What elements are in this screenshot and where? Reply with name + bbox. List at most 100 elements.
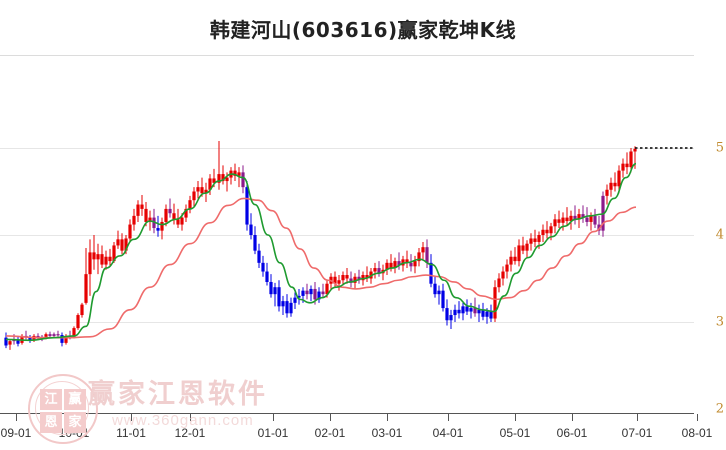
candle-body — [221, 174, 225, 182]
candle-body — [120, 239, 124, 251]
candle-body — [168, 208, 172, 214]
candle-body — [241, 172, 245, 188]
candle-body — [433, 283, 437, 295]
candle-body — [184, 208, 188, 218]
candle-body — [180, 217, 184, 225]
candle-body — [309, 288, 313, 295]
candle-body — [453, 309, 457, 316]
candle-body — [605, 189, 609, 196]
gridline-4 — [0, 235, 694, 236]
candle-body — [325, 283, 329, 295]
candle-body — [545, 229, 549, 234]
candle-body — [156, 228, 160, 231]
candle-body — [172, 213, 176, 220]
candle-body — [277, 287, 281, 307]
candle-body — [80, 304, 84, 316]
candle-body — [313, 288, 317, 300]
x-tick-mark-12-01 — [190, 414, 191, 421]
candle-body — [112, 245, 116, 262]
candle-body — [200, 187, 204, 194]
candle-body — [541, 229, 545, 235]
candle-body — [160, 221, 164, 231]
x-tick-mark-11-01 — [131, 414, 132, 421]
x-axis-line — [0, 413, 694, 414]
candle-body — [533, 238, 537, 242]
candle-body — [225, 177, 229, 182]
candle-body — [88, 252, 92, 275]
x-tick-label-09-01: 09-01 — [0, 426, 32, 440]
candle-body — [561, 217, 565, 223]
chart-plot-area[interactable] — [0, 55, 694, 413]
candle-body — [349, 278, 353, 283]
candle-body — [477, 309, 481, 314]
gridline-5 — [0, 148, 694, 149]
candle-body — [301, 290, 305, 296]
candle-body — [361, 275, 365, 281]
candle-body — [469, 308, 473, 312]
candle-body — [577, 214, 581, 220]
x-tick-mark-04-01 — [448, 414, 449, 421]
candle-body — [8, 341, 12, 345]
candle-body — [217, 174, 221, 183]
candle-body — [449, 315, 453, 321]
candle-body — [152, 217, 156, 229]
candle-body — [16, 339, 20, 344]
candle-body — [581, 214, 585, 218]
candle-body — [353, 276, 357, 283]
candle-body — [4, 337, 8, 346]
candle-body — [345, 275, 349, 279]
candle-body — [473, 308, 477, 314]
candle-body — [501, 271, 505, 279]
candle-body — [104, 256, 108, 265]
candlestick-canvas — [4, 141, 694, 350]
x-tick-label-06-01: 06-01 — [556, 426, 588, 440]
candle-body — [108, 256, 112, 262]
candle-body — [144, 208, 148, 222]
x-tick-label-08-01: 08-01 — [681, 426, 713, 440]
candle-body — [437, 290, 441, 295]
candle-body — [72, 328, 76, 337]
candle-body — [321, 291, 325, 295]
candle-body — [337, 280, 341, 284]
y-tick-label-5: 5 — [715, 140, 724, 156]
candle-body — [557, 219, 561, 223]
candle-body — [188, 200, 192, 209]
x-tick-mark-02-01 — [330, 414, 331, 421]
gridline-3 — [0, 322, 694, 323]
candle-body — [629, 151, 633, 168]
candle-body — [593, 215, 597, 225]
candle-body — [633, 148, 637, 152]
candle-body — [92, 252, 96, 260]
candle-body — [429, 262, 433, 284]
candle-body — [317, 291, 321, 300]
plot-top-border — [0, 55, 694, 56]
candle-body — [176, 219, 180, 225]
candle-body — [273, 287, 277, 295]
candle-body — [100, 254, 104, 265]
candle-body — [60, 335, 64, 343]
candle-body — [441, 290, 445, 309]
candle-body — [425, 247, 429, 263]
x-tick-label-02-01: 02-01 — [314, 426, 346, 440]
candle-body — [401, 259, 405, 266]
candle-body — [517, 245, 521, 262]
candle-body — [613, 182, 617, 187]
ma-short-line — [5, 162, 637, 342]
candle-body — [609, 182, 613, 190]
candle-body — [281, 301, 285, 307]
candle-body — [485, 311, 489, 317]
candle-body — [192, 191, 196, 201]
x-tick-label-11-01: 11-01 — [116, 426, 146, 440]
candle-body — [289, 302, 293, 314]
candle-body — [341, 275, 345, 281]
candle-body — [513, 256, 517, 262]
candle-body — [237, 172, 241, 176]
candle-body — [405, 259, 409, 263]
candle-body — [84, 274, 88, 303]
x-tick-label-10-01: 10-01 — [58, 426, 90, 440]
x-tick-label-03-01: 03-01 — [371, 426, 403, 440]
candle-body — [389, 262, 393, 269]
x-tick-label-12-01: 12-01 — [174, 426, 206, 440]
x-tick-mark-10-01 — [74, 414, 75, 421]
